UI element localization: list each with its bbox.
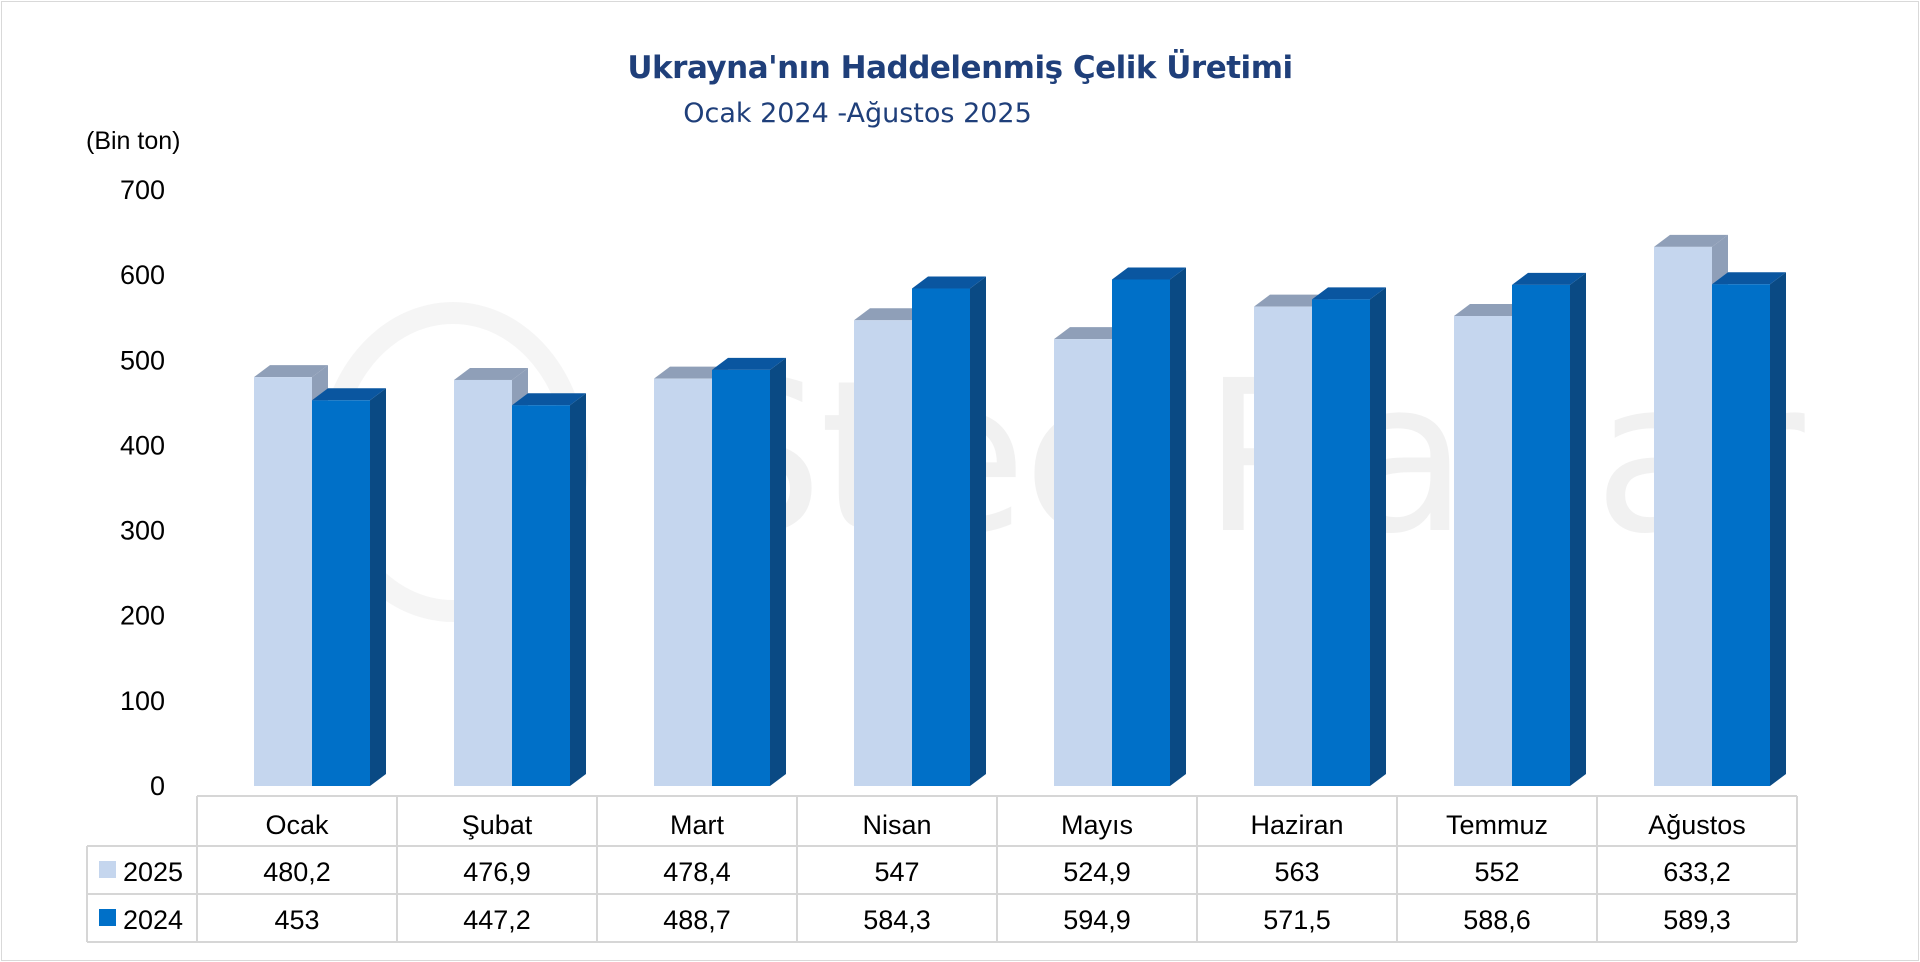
bar-2025-Ağustos (1654, 246, 1712, 786)
bar-top-2024-Haziran (1312, 287, 1386, 300)
data-label: 552 (1474, 857, 1519, 887)
bar-2025-Temmuz (1454, 316, 1512, 786)
bar-2025-Şubat (454, 379, 512, 786)
bar-2024-Haziran (1312, 299, 1370, 786)
bar-side-2024-Nisan (970, 276, 986, 786)
category-label: Temmuz (1446, 810, 1548, 840)
bar-top-2024-Mart (712, 357, 786, 370)
data-label: 447,2 (463, 905, 531, 935)
category-label: Ağustos (1648, 810, 1746, 840)
bar-side-2024-Ağustos (1770, 272, 1786, 786)
bar-top-2025-Şubat (454, 367, 528, 380)
bar-2024-Nisan (912, 288, 970, 786)
bar-top-2024-Şubat (512, 393, 586, 406)
bar-side-2024-Ocak (370, 388, 386, 786)
data-label: 478,4 (663, 857, 731, 887)
category-label: Haziran (1250, 810, 1343, 840)
y-tick-label: 400 (120, 430, 165, 460)
y-tick-label: 500 (120, 345, 165, 375)
bar-2025-Nisan (854, 320, 912, 786)
bar-2024-Temmuz (1512, 284, 1570, 786)
bar-top-2024-Nisan (912, 276, 986, 289)
data-label: 571,5 (1263, 905, 1331, 935)
category-label: Nisan (862, 810, 931, 840)
bar-top-2024-Mayıs (1112, 267, 1186, 280)
data-label: 547 (874, 857, 919, 887)
bar-side-2024-Şubat (570, 393, 586, 786)
bar-side-2024-Mayıs (1170, 267, 1186, 787)
data-label: 563 (1274, 857, 1319, 887)
bar-side-2024-Haziran (1370, 287, 1386, 786)
bar-top-2025-Ağustos (1654, 234, 1728, 247)
y-tick-label: 200 (120, 601, 165, 631)
data-label: 584,3 (863, 905, 931, 935)
y-tick-label: 600 (120, 260, 165, 290)
category-label: Şubat (462, 810, 533, 840)
bar-top-2025-Ocak (254, 365, 328, 378)
data-label: 488,7 (663, 905, 731, 935)
chart-title: Ukrayna'nın Haddelenmiş Çelik Üretimi (627, 50, 1293, 86)
y-axis-unit-label: (Bin ton) (86, 127, 181, 155)
data-label: 480,2 (263, 857, 331, 887)
data-label: 589,3 (1663, 905, 1731, 935)
legend-label-2025: 2025 (123, 857, 183, 887)
bar-side-2024-Temmuz (1570, 272, 1586, 787)
category-label: Mayıs (1061, 810, 1133, 840)
data-label: 594,9 (1063, 905, 1131, 935)
chart-subtitle: Ocak 2024 -Ağustos 2025 (683, 98, 1032, 129)
category-label: Ocak (265, 810, 329, 840)
bar-2025-Mart (654, 378, 712, 786)
legend-swatch-2025 (99, 861, 116, 878)
y-tick-label: 300 (120, 516, 165, 546)
bar-2024-Mart (712, 369, 770, 786)
legend-swatch-2024 (99, 909, 116, 926)
bar-2024-Şubat (512, 405, 570, 786)
y-tick-label: 700 (120, 175, 165, 205)
bar-top-2025-Nisan (854, 308, 928, 321)
category-label: Mart (670, 810, 724, 840)
data-label: 633,2 (1663, 857, 1731, 887)
y-tick-label: 0 (150, 771, 165, 801)
bar-top-2025-Mayıs (1054, 327, 1128, 340)
y-tick-label: 100 (120, 686, 165, 716)
bar-top-2025-Mart (654, 366, 728, 379)
bar-side-2024-Mart (770, 357, 786, 786)
bar-top-2025-Haziran (1254, 294, 1328, 307)
bar-top-2024-Ağustos (1712, 272, 1786, 285)
bar-2024-Ocak (312, 400, 370, 786)
bar-2024-Mayıs (1112, 279, 1170, 786)
data-label: 588,6 (1463, 905, 1531, 935)
data-label: 476,9 (463, 857, 531, 887)
data-label: 524,9 (1063, 857, 1131, 887)
data-label: 453 (274, 905, 319, 935)
bar-2025-Haziran (1254, 306, 1312, 786)
bar-top-2025-Temmuz (1454, 304, 1528, 317)
bar-2025-Mayıs (1054, 339, 1112, 786)
bar-2024-Ağustos (1712, 284, 1770, 786)
bar-top-2024-Temmuz (1512, 272, 1586, 285)
bar-2025-Ocak (254, 377, 312, 786)
bar-top-2024-Ocak (312, 388, 386, 401)
legend-label-2024: 2024 (123, 905, 183, 935)
